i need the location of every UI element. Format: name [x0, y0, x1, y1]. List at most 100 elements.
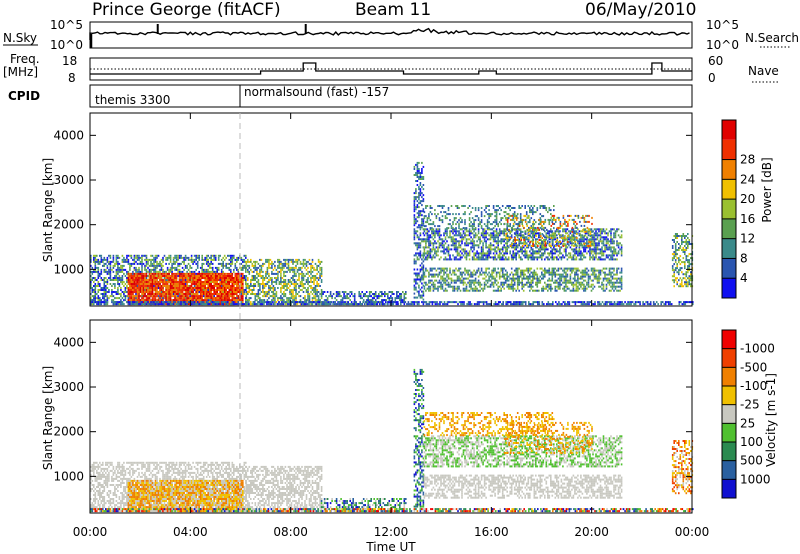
data-cell	[127, 272, 130, 275]
data-cell	[473, 242, 475, 245]
data-cell	[165, 258, 167, 261]
data-cell	[139, 281, 142, 283]
data-cell	[242, 289, 244, 291]
data-cell	[94, 260, 97, 263]
data-cell	[473, 240, 475, 243]
data-cell	[444, 256, 447, 259]
data-cell	[296, 279, 299, 281]
data-cell	[138, 254, 140, 257]
data-cell	[115, 277, 118, 279]
data-cell	[144, 275, 146, 277]
data-cell	[205, 295, 208, 298]
data-cell	[234, 293, 237, 295]
data-cell	[136, 279, 139, 281]
data-cell	[574, 252, 576, 255]
data-cell	[139, 260, 142, 263]
data-cell	[265, 283, 267, 285]
data-cell	[470, 246, 472, 249]
data-cell	[253, 270, 255, 273]
data-cell	[415, 220, 417, 223]
data-cell	[388, 291, 391, 293]
data-cell	[132, 272, 134, 275]
data-cell	[608, 254, 611, 257]
data-cell	[467, 252, 469, 255]
data-cell	[109, 295, 112, 298]
data-cell	[237, 289, 240, 291]
data-cell	[225, 277, 227, 279]
data-cell	[491, 234, 493, 237]
data-cell	[604, 230, 606, 233]
data-cell	[130, 272, 133, 275]
data-cell	[90, 256, 92, 259]
data-cell	[190, 281, 193, 283]
data-cell	[455, 244, 457, 247]
data-cell	[483, 236, 486, 239]
data-cell	[112, 256, 115, 259]
data-cell	[130, 283, 133, 285]
data-cell	[208, 275, 211, 277]
data-cell	[156, 283, 158, 285]
data-cell	[115, 291, 118, 293]
data-cell	[316, 277, 318, 279]
data-cell	[120, 289, 122, 291]
data-cell	[253, 285, 255, 287]
data-cell	[165, 303, 167, 306]
data-cell	[207, 272, 209, 275]
data-cell	[190, 291, 193, 293]
data-cell	[503, 244, 505, 247]
data-cell	[311, 260, 314, 263]
data-cell	[254, 297, 257, 300]
data-cell	[416, 165, 419, 168]
data-cell	[251, 291, 254, 293]
data-cell	[319, 293, 321, 295]
data-cell	[283, 283, 285, 285]
data-cell	[413, 220, 416, 223]
data-cell	[135, 295, 137, 298]
data-cell	[437, 250, 439, 253]
data-cell	[106, 287, 109, 289]
data-cell	[115, 293, 118, 295]
data-cell	[211, 262, 214, 265]
data-cell	[136, 295, 139, 298]
data-cell	[213, 254, 215, 257]
data-cell	[192, 289, 194, 291]
data-cell	[245, 297, 248, 300]
data-cell	[103, 285, 106, 287]
data-cell	[452, 242, 454, 245]
data-cell	[524, 252, 526, 255]
data-cell	[139, 272, 142, 275]
data-cell	[142, 254, 145, 257]
data-cell	[145, 270, 148, 273]
data-cell	[187, 268, 190, 271]
data-cell	[105, 270, 107, 273]
data-cell	[96, 297, 98, 300]
data-cell	[247, 258, 249, 261]
data-cell	[213, 285, 215, 287]
data-cell	[120, 264, 122, 267]
data-cell	[500, 258, 502, 261]
data-cell	[223, 291, 226, 293]
data-cell	[207, 285, 209, 287]
data-cell	[109, 254, 112, 257]
data-cell	[163, 285, 166, 287]
data-cell	[172, 260, 175, 263]
data-cell	[274, 264, 276, 267]
data-cell	[165, 291, 167, 293]
data-cell	[361, 291, 363, 293]
data-cell	[580, 244, 582, 247]
data-cell	[243, 264, 246, 267]
data-cell	[308, 295, 311, 298]
data-cell	[205, 258, 208, 261]
data-cell	[349, 295, 351, 298]
data-cell	[97, 297, 100, 300]
data-cell	[251, 275, 254, 277]
data-cell	[518, 240, 520, 243]
data-cell	[204, 285, 206, 287]
data-cell	[242, 268, 244, 271]
data-cell	[464, 252, 466, 255]
data-cell	[438, 258, 441, 261]
data-cell	[223, 289, 226, 291]
data-cell	[441, 250, 444, 253]
data-cell	[536, 250, 539, 253]
